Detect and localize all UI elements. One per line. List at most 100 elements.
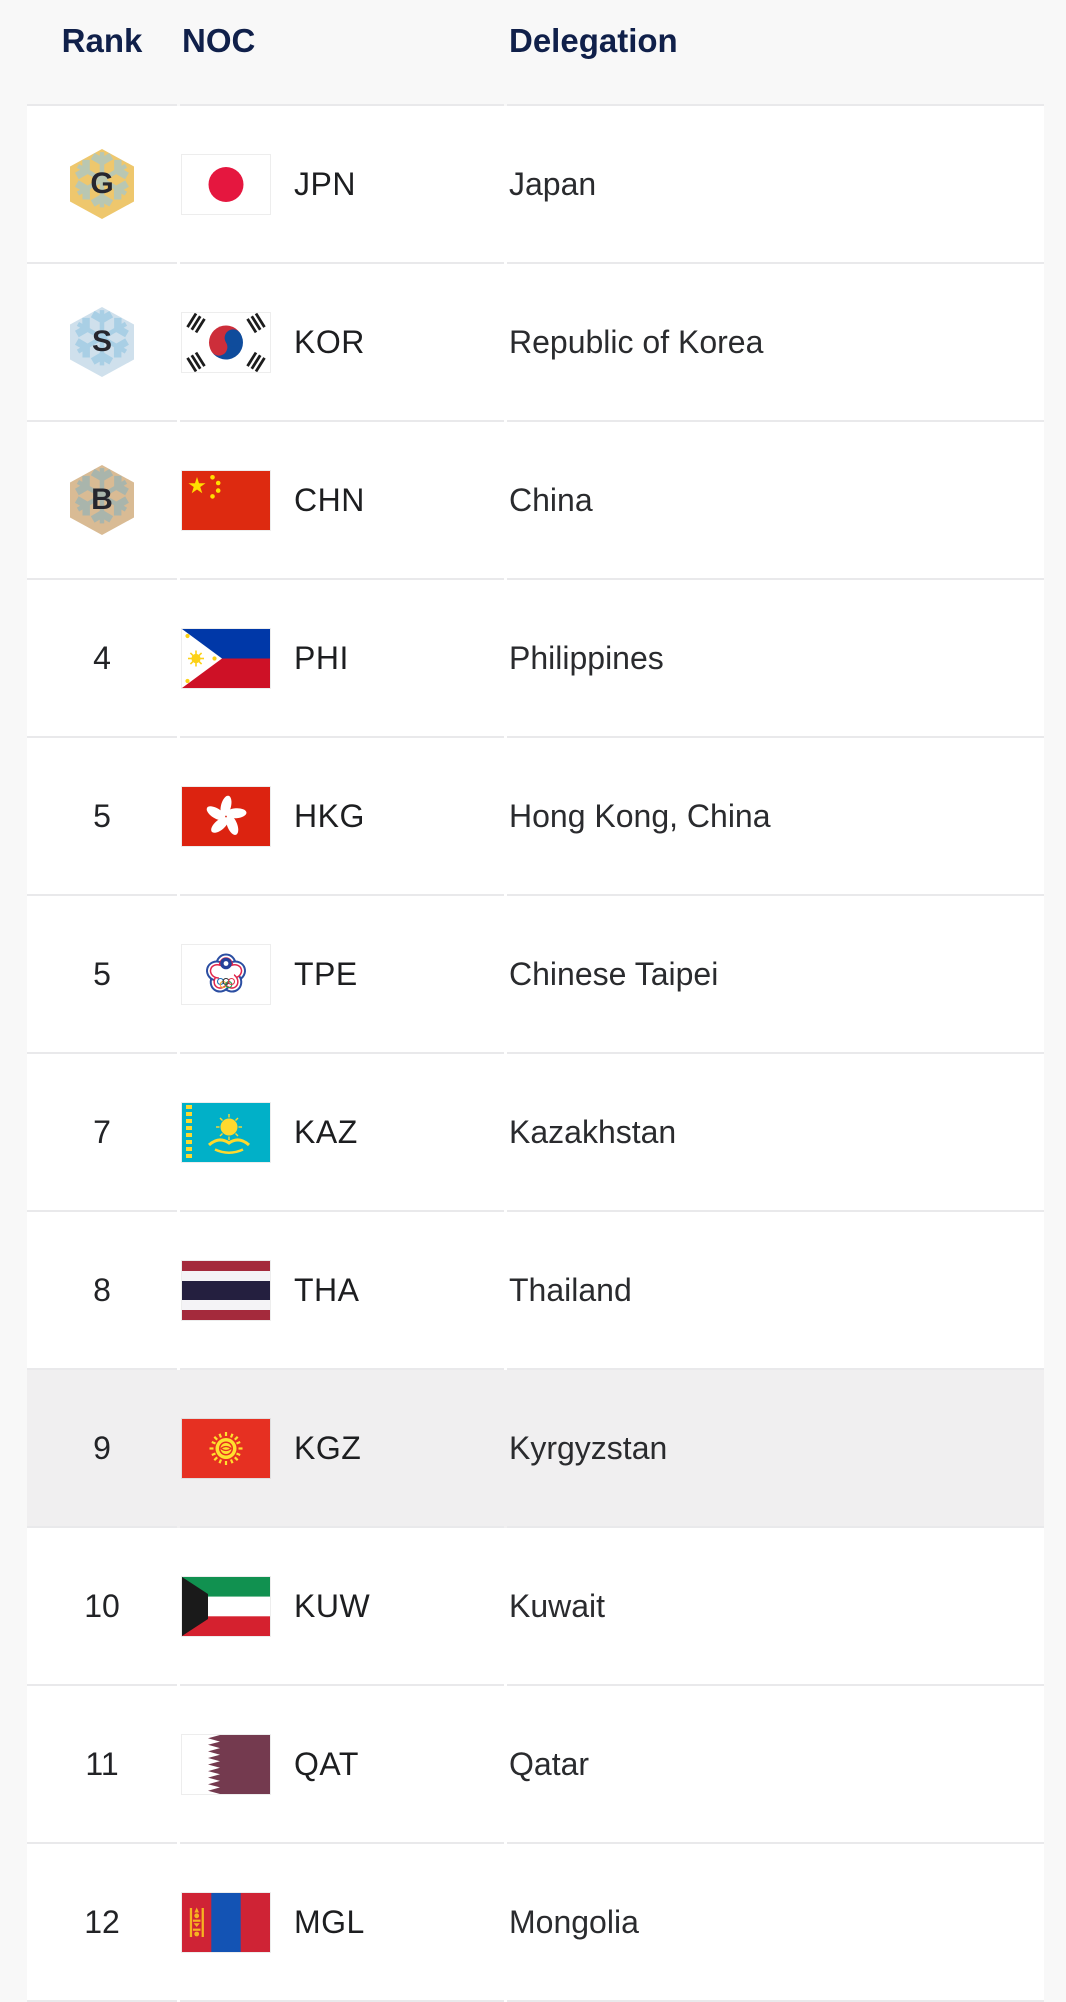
rank-cell: ❆ S <box>27 264 177 422</box>
noc-code: JPN <box>294 165 356 202</box>
delegation-name: Chinese Taipei <box>509 955 719 992</box>
delegation-cell: Chinese Taipei <box>507 896 1044 1054</box>
delegation-cell: Thailand <box>507 1212 1044 1370</box>
noc-code: QAT <box>294 1745 359 1782</box>
medal-icon: ❆ S <box>70 307 134 377</box>
rank-cell: ❆ B <box>27 422 177 580</box>
noc-code: PHI <box>294 639 349 676</box>
noc-cell: HKG <box>180 738 504 896</box>
table-row[interactable]: 9 KGZ Kyrgyzstan <box>27 1370 1044 1528</box>
mongolia-flag <box>182 1892 270 1952</box>
noc-cell: QAT <box>180 1686 504 1844</box>
table-row[interactable]: ❆ S KOR Republic of Korea <box>27 264 1044 422</box>
rank-column-header: Rank <box>27 0 177 106</box>
rank-cell: 7 <box>27 1054 177 1212</box>
noc-code: KGZ <box>294 1429 362 1466</box>
delegation-cell: Mongolia <box>507 1844 1044 2002</box>
table-row[interactable]: 5 HKG Hong Kong, China <box>27 738 1044 896</box>
table-row[interactable]: 7 KAZ Kazakhstan <box>27 1054 1044 1212</box>
rank-value: 7 <box>93 1113 111 1150</box>
table-row[interactable]: 5 <box>27 896 1044 1054</box>
delegation-name: Kuwait <box>509 1587 606 1624</box>
delegation-cell: Kuwait <box>507 1528 1044 1686</box>
japan-flag <box>182 154 270 214</box>
delegation-cell: Republic of Korea <box>507 264 1044 422</box>
table-row[interactable]: 10 KUW Kuwait <box>27 1528 1044 1686</box>
rank-cell: 8 <box>27 1212 177 1370</box>
delegation-cell: Qatar <box>507 1686 1044 1844</box>
table-row[interactable]: 12 MGL Mongolia <box>27 1844 1044 2002</box>
noc-code: KOR <box>294 323 365 360</box>
hong-kong-flag <box>182 786 270 846</box>
delegation-column-header: Delegation <box>507 0 1044 106</box>
table-row[interactable]: 4 PHI Philippines <box>27 580 1044 738</box>
rank-cell: 12 <box>27 1844 177 2002</box>
noc-cell: KAZ <box>180 1054 504 1212</box>
noc-cell: TPE <box>180 896 504 1054</box>
noc-cell: PHI <box>180 580 504 738</box>
table-body: ❆ G JPN Japan ❆ S <box>27 106 1044 2002</box>
medal-letter: B <box>91 483 113 516</box>
delegation-standings-table: Rank NOC Delegation ❆ G JPN Japan ❆ S <box>27 0 1044 2002</box>
rank-value: 12 <box>84 1903 120 1940</box>
delegation-cell: Hong Kong, China <box>507 738 1044 896</box>
noc-code: TPE <box>294 955 358 992</box>
rank-cell: 10 <box>27 1528 177 1686</box>
rank-value: 8 <box>93 1271 111 1308</box>
rank-value: 11 <box>85 1745 119 1782</box>
delegation-name: Mongolia <box>509 1903 639 1940</box>
rank-cell: 9 <box>27 1370 177 1528</box>
delegation-name: Republic of Korea <box>509 323 764 360</box>
rank-cell: 4 <box>27 580 177 738</box>
medal-letter: G <box>90 167 114 200</box>
delegation-cell: Kyrgyzstan <box>507 1370 1044 1528</box>
noc-cell: MGL <box>180 1844 504 2002</box>
noc-cell: KUW <box>180 1528 504 1686</box>
delegation-name: China <box>509 481 593 518</box>
delegation-name: Philippines <box>509 639 664 676</box>
delegation-cell: China <box>507 422 1044 580</box>
medal-icon: ❆ B <box>70 465 134 535</box>
rank-value: 9 <box>93 1429 111 1466</box>
table-row[interactable]: 8 THA Thailand <box>27 1212 1044 1370</box>
kuwait-flag <box>182 1576 270 1636</box>
table-row[interactable]: 11 QAT Qatar <box>27 1686 1044 1844</box>
rank-value: 10 <box>84 1587 120 1624</box>
kyrgyzstan-flag <box>182 1418 270 1478</box>
delegation-name: Japan <box>509 165 597 202</box>
delegation-cell: Japan <box>507 106 1044 264</box>
noc-code: HKG <box>294 797 365 834</box>
korea-flag <box>182 312 270 372</box>
philippines-flag <box>182 628 270 688</box>
noc-cell: THA <box>180 1212 504 1370</box>
delegation-name: Hong Kong, China <box>509 797 771 834</box>
noc-code: KAZ <box>294 1113 358 1150</box>
rank-cell: ❆ G <box>27 106 177 264</box>
table-row[interactable]: ❆ G JPN Japan <box>27 106 1044 264</box>
china-flag <box>182 470 270 530</box>
medal-letter: S <box>91 325 112 358</box>
qatar-flag <box>182 1734 270 1794</box>
chinese-taipei-flag <box>182 944 270 1004</box>
kazakhstan-flag <box>182 1102 270 1162</box>
rank-value: 4 <box>93 639 111 676</box>
rank-value: 5 <box>93 797 111 834</box>
noc-cell: JPN <box>180 106 504 264</box>
rank-cell: 11 <box>27 1686 177 1844</box>
medal-icon: ❆ G <box>70 149 134 219</box>
table-row[interactable]: ❆ B CHN China <box>27 422 1044 580</box>
noc-code: KUW <box>294 1587 371 1624</box>
delegation-name: Thailand <box>509 1271 632 1308</box>
delegation-name: Kyrgyzstan <box>509 1429 668 1466</box>
delegation-name: Kazakhstan <box>509 1113 677 1150</box>
delegation-cell: Kazakhstan <box>507 1054 1044 1212</box>
rank-cell: 5 <box>27 738 177 896</box>
table-header-row: Rank NOC Delegation <box>27 0 1044 106</box>
noc-cell: KOR <box>180 264 504 422</box>
noc-cell: CHN <box>180 422 504 580</box>
thailand-flag <box>182 1260 270 1320</box>
noc-code: CHN <box>294 481 365 518</box>
rank-cell: 5 <box>27 896 177 1054</box>
noc-column-header: NOC <box>180 0 504 106</box>
rank-value: 5 <box>93 955 111 992</box>
